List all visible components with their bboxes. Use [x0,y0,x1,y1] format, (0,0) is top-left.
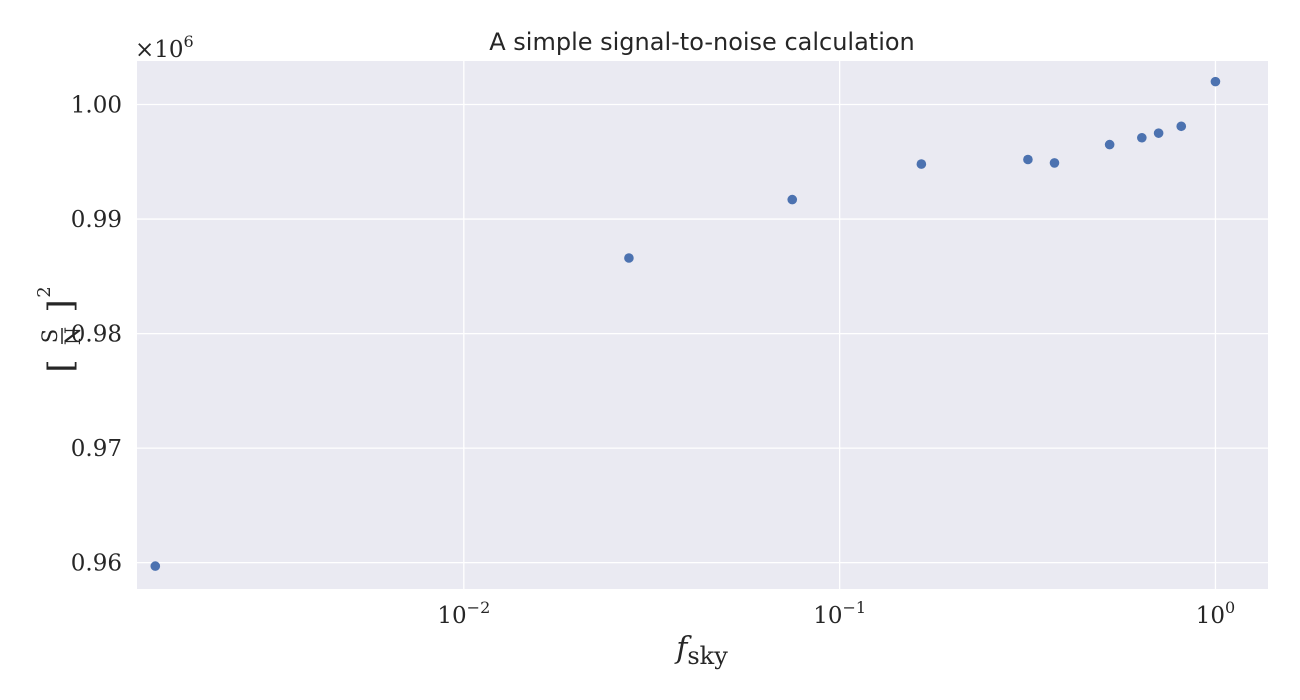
y-tick-label: 1.00 [71,93,122,119]
y-offset-text: ×106 [135,32,194,63]
scatter-point [1153,128,1164,138]
scatter-point [1137,132,1147,143]
x-tick-exponent: −1 [842,598,866,617]
grid-lines [137,61,1268,589]
y-tick-labels: 0.96 0.97 0.98 0.99 1.00 [71,93,122,577]
chart-title: A simple signal-to-noise calculation [489,28,915,56]
y-label-close-bracket: ] [41,299,81,312]
scatter-point [1210,76,1221,87]
plot-area [137,61,1268,589]
x-tick-base: 10 [1196,603,1225,629]
y-tick-label: 0.99 [71,207,122,233]
x-tick-base: 10 [813,603,842,629]
scatter-point [787,194,798,205]
data-points [150,76,1221,571]
scatter-point [1176,121,1187,132]
x-tick-label: 10−2 [437,598,490,629]
scatter-point [916,159,927,169]
x-tick-labels: 10−2 10−1 100 [437,598,1235,629]
x-tick-label: 100 [1196,598,1235,629]
y-offset-base: ×10 [135,37,184,63]
y-label-exponent: 2 [34,286,55,297]
x-tick-exponent: −2 [467,598,491,617]
y-offset-exponent: 6 [184,32,194,51]
scatter-point [1104,139,1115,150]
y-label-open-bracket: [ [41,359,81,372]
x-axis-label: fsky [674,631,728,670]
x-tick-base: 10 [437,603,466,629]
x-tick-label: 10−1 [813,598,866,629]
y-axis-label: [ S N ] 2 [34,286,85,372]
y-tick-label: 0.97 [71,436,122,462]
scatter-point [1023,154,1033,165]
x-tick-exponent: 0 [1225,598,1235,617]
scatter-point [1049,158,1060,168]
y-tick-label: 0.98 [71,322,122,348]
y-label-numerator: S [38,329,62,343]
scatter-point [150,561,161,571]
scatter-point [624,253,634,263]
y-tick-label: 0.96 [71,551,122,577]
x-axis-label-subscript: sky [687,642,728,670]
y-label-denominator: N [61,327,85,345]
